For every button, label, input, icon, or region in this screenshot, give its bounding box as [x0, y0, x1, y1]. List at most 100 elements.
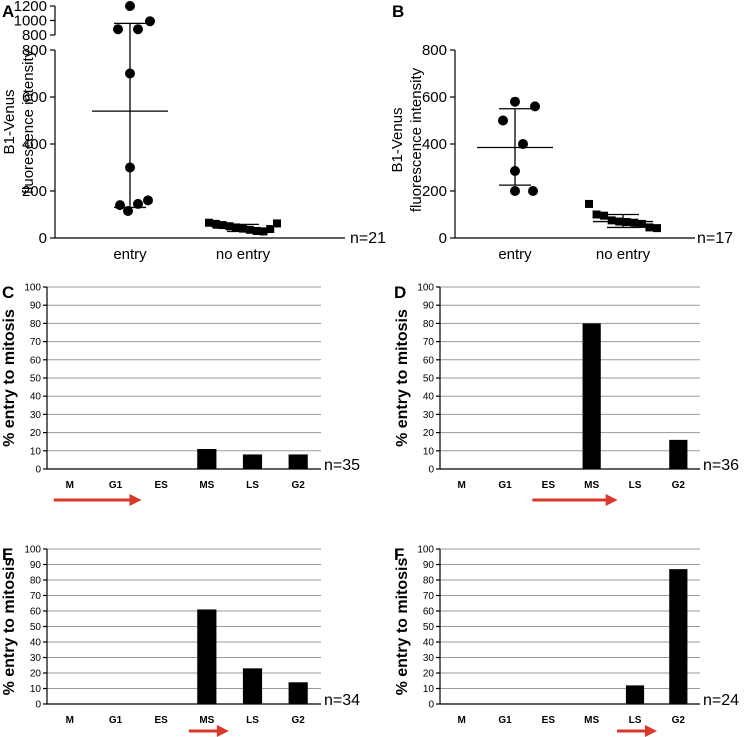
bar-e: [197, 609, 217, 704]
y-tick-label-b: 200: [422, 183, 447, 200]
y-axis-title-e: % entry to mitosis: [1, 558, 18, 696]
y-tick-label-c: 0: [35, 465, 41, 476]
data-point: [245, 225, 254, 234]
y-tick-label-a: 400: [22, 136, 47, 153]
y-tick-label-f: 80: [423, 576, 435, 587]
bar-f: [669, 569, 688, 704]
x-category-label-c: ES: [154, 480, 168, 491]
x-category-label: no entry: [596, 246, 651, 263]
bar-d: [669, 439, 688, 469]
panel-letter-a: A: [2, 2, 14, 21]
y-tick-label-f: 60: [423, 607, 435, 618]
data-point: [113, 24, 123, 35]
x-category-label-e: ES: [154, 715, 168, 726]
x-category-label-c: G2: [291, 480, 305, 491]
data-point: [510, 96, 520, 107]
y-tick-label-c: 100: [24, 283, 41, 294]
panel-letter-e: E: [2, 545, 13, 564]
n-label-f: n=24: [703, 692, 739, 709]
y-tick-label-e: 60: [30, 607, 42, 618]
y-tick-label-d: 0: [428, 465, 434, 476]
y-tick-label-b: 400: [422, 136, 447, 153]
panel-letter-c: C: [2, 283, 14, 302]
bar-d: [582, 323, 601, 469]
y-tick-label-d: 100: [417, 283, 434, 294]
data-point: [232, 223, 241, 232]
y-axis-title-line: fluorescence intensity: [408, 67, 425, 212]
y-tick-label-e: 100: [24, 545, 41, 556]
y-axis-title-line: B1-Venus: [1, 89, 18, 154]
y-tick-label-f: 40: [423, 638, 435, 649]
data-point: [528, 186, 538, 196]
data-point: [252, 226, 261, 235]
bar-c: [197, 448, 217, 469]
y-tick-label-e: 50: [30, 622, 42, 633]
data-point: [225, 222, 234, 231]
y-axis-title-line: B1-Venus: [389, 107, 406, 172]
data-point: [115, 200, 125, 211]
y-tick-label-e: 70: [30, 591, 42, 602]
y-tick-label-e: 80: [30, 576, 42, 587]
bar-c: [288, 454, 308, 469]
y-tick-label-f: 90: [423, 560, 435, 571]
data-point: [266, 225, 275, 234]
data-point: [615, 217, 624, 226]
data-point: [133, 198, 143, 209]
data-point: [133, 24, 143, 35]
x-category-label: entry: [113, 246, 147, 263]
x-category-label-d: G1: [498, 480, 512, 491]
y-tick-label-b: 800: [422, 42, 447, 59]
y-tick-label-a: 600: [22, 89, 47, 106]
x-category-label-d: ES: [542, 480, 556, 491]
y-tick-label-e: 40: [30, 638, 42, 649]
y-tick-label-f: 20: [423, 669, 435, 680]
x-category-label-c: LS: [246, 480, 259, 491]
bar-e: [242, 668, 263, 704]
x-category-label-f: MS: [584, 715, 599, 726]
n-label-c: n=35: [324, 457, 360, 474]
panel-letter-d: D: [394, 283, 406, 302]
data-point: [273, 219, 281, 228]
data-point: [123, 205, 133, 216]
y-tick-label-d: 20: [423, 428, 435, 439]
y-axis-title-b: B1-Venus fluorescence intensity: [389, 67, 425, 212]
x-category-label-e: G1: [109, 715, 123, 726]
data-point: [530, 101, 540, 112]
y-axis-title-a: B1-Venus fluorescence intensity: [1, 49, 37, 194]
bar-f: [625, 685, 645, 704]
y-tick-label-c: 50: [30, 374, 42, 385]
data-point: [259, 227, 268, 236]
y-tick-label-d: 30: [423, 410, 435, 421]
x-category-label-f: LS: [629, 715, 642, 726]
data-point: [592, 210, 601, 219]
y-tick-label-c: 80: [30, 319, 42, 330]
y-tick-label-a: 200: [22, 183, 47, 200]
arrow-head-icon-d: [605, 494, 618, 506]
x-category-label-d: LS: [629, 480, 642, 491]
data-point: [205, 218, 213, 227]
x-category-label-d: M: [457, 480, 465, 491]
x-category-label-c: MS: [199, 480, 214, 491]
y-tick-label-a-upper: 1000: [14, 13, 47, 30]
y-tick-label-d: 90: [423, 301, 435, 312]
n-label-e: n=34: [324, 692, 360, 709]
x-category-label-e: G2: [291, 715, 305, 726]
y-axis-title-d: % entry to mitosis: [394, 309, 411, 447]
x-category-label-c: G1: [109, 480, 123, 491]
y-tick-label-c: 90: [30, 301, 42, 312]
y-tick-label-c: 40: [30, 392, 42, 403]
data-point: [510, 186, 520, 196]
y-tick-label-d: 60: [423, 355, 435, 366]
data-point: [498, 115, 508, 126]
y-tick-label-f: 70: [423, 591, 435, 602]
arrow-head-icon-f: [645, 725, 657, 737]
data-point: [211, 219, 220, 228]
y-tick-label-f: 100: [417, 545, 434, 556]
y-tick-label-c: 10: [30, 446, 42, 457]
n-label-b: n=17: [697, 230, 733, 247]
data-point: [125, 1, 135, 11]
data-point: [585, 199, 593, 208]
data-point: [622, 218, 631, 227]
x-category-label: entry: [498, 246, 532, 263]
